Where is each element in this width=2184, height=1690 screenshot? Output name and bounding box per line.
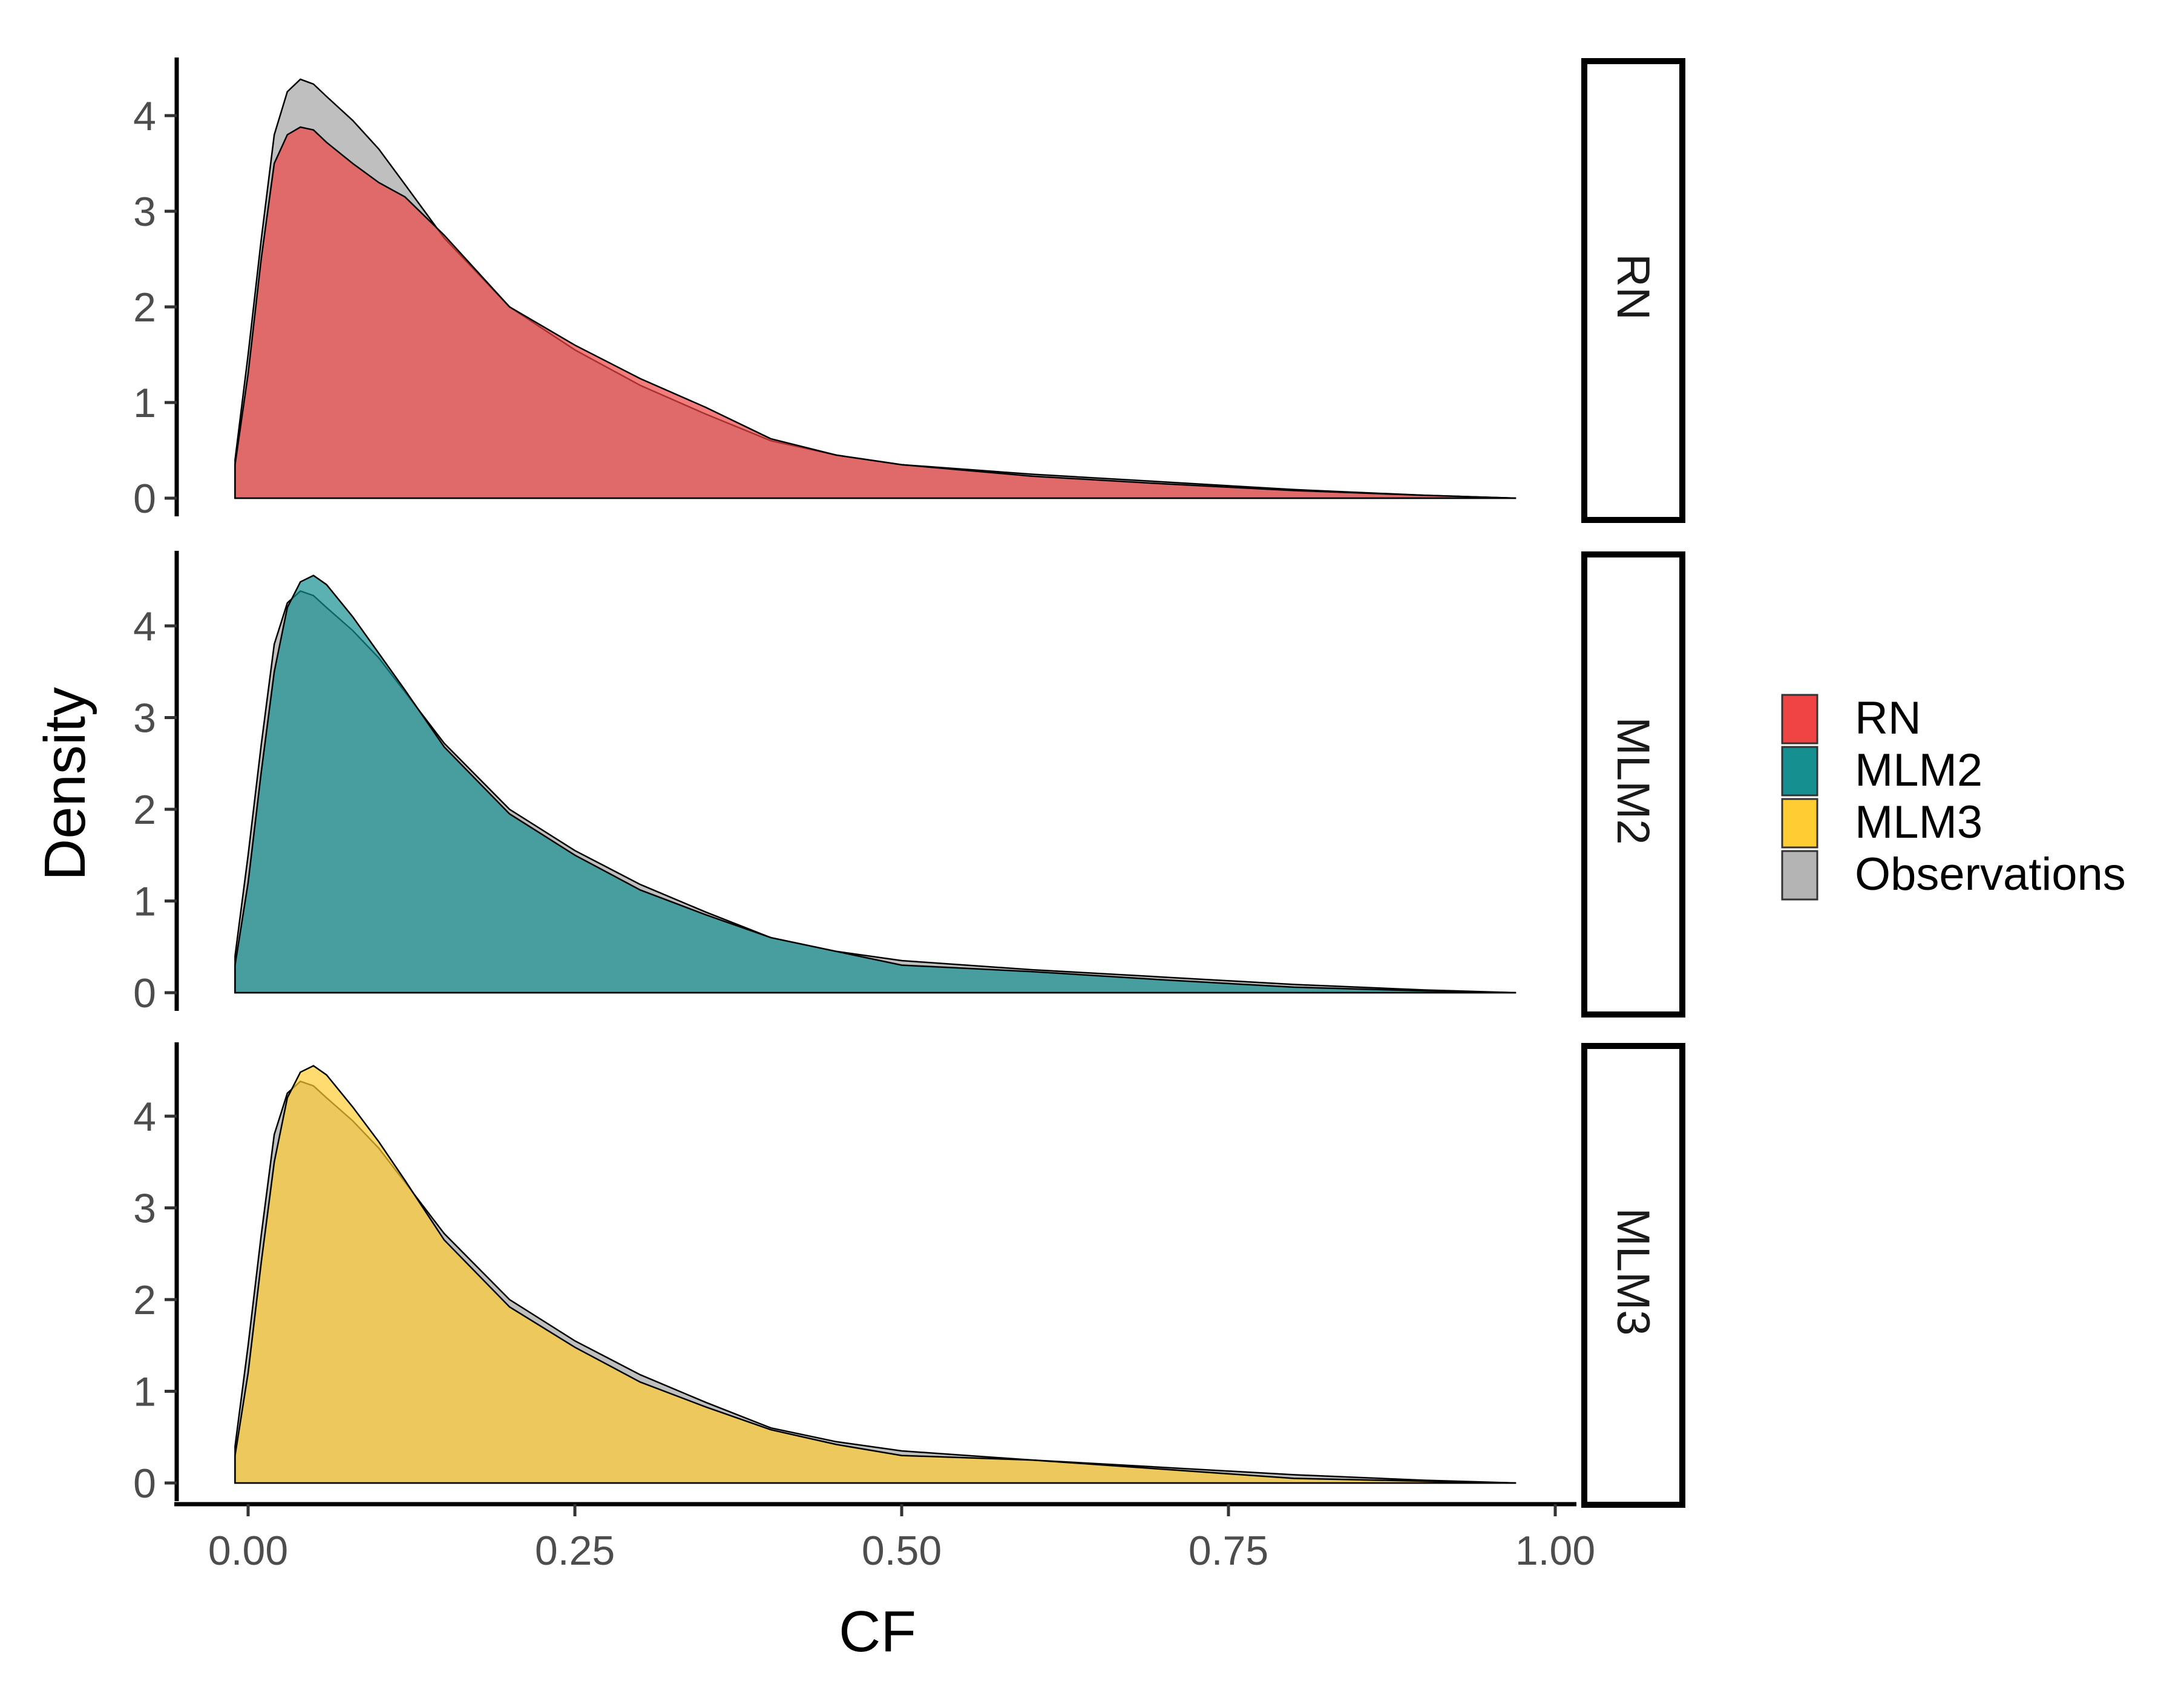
y-tick-label: 1: [133, 380, 156, 426]
y-tick-label: 1: [133, 1369, 156, 1415]
legend-swatch-mlm3: [1781, 798, 1818, 849]
y-tick-label: 4: [133, 1094, 156, 1140]
facet-strip-label: RN: [1607, 254, 1659, 320]
facet-panel-mlm3: 0 1 2 3 4 MLM3: [133, 1042, 1685, 1508]
density-areas: [234, 78, 1517, 499]
facet-panel-mlm2: 0 1 2 3 4 MLM2: [133, 551, 1685, 1018]
y-tick-label: 0: [133, 970, 156, 1016]
legend-label-mlm2: MLM2: [1855, 745, 1982, 796]
legend-label-observations: Observations: [1855, 849, 2126, 900]
x-tick-label: 1.00: [1515, 1528, 1595, 1574]
x-axis: 0.00 0.25 0.50 0.75 1.00: [174, 1502, 1595, 1574]
y-tick-label: 2: [133, 787, 156, 833]
density-areas: [234, 574, 1517, 994]
facet-strip-label: MLM3: [1607, 1208, 1659, 1335]
y-tick-label: 0: [133, 1461, 156, 1507]
y-tick-label: 0: [133, 476, 156, 522]
x-tick-label: 0.75: [1189, 1528, 1268, 1574]
legend-swatch-mlm2: [1781, 746, 1818, 797]
y-tick-label: 2: [133, 284, 156, 330]
density-areas: [234, 1065, 1517, 1484]
facet-strip-label: MLM2: [1607, 717, 1659, 844]
facet-strip-box: [1581, 551, 1685, 1018]
facet-strip-box: [1581, 1043, 1685, 1508]
rn-density-area: [234, 126, 1517, 499]
y-tick-label: 3: [133, 695, 156, 741]
y-tick-label: 3: [133, 189, 156, 235]
x-tick-label: 0.00: [208, 1528, 288, 1574]
x-tick-label: 0.50: [862, 1528, 942, 1574]
x-tick-label: 0.25: [535, 1528, 615, 1574]
y-tick-label: 4: [133, 603, 156, 649]
legend-label-mlm3: MLM3: [1855, 797, 1982, 848]
y-tick-label: 1: [133, 879, 156, 925]
y-axis-title: Density: [33, 687, 97, 881]
y-tick-label: 2: [133, 1277, 156, 1323]
x-axis-title: CF: [839, 1599, 916, 1664]
legend-swatch-observations: [1781, 850, 1818, 901]
legend-label-rn: RN: [1855, 692, 1921, 744]
y-tick-label: 4: [133, 93, 156, 139]
facet-panels: 0 1 2 3 4 RN 0 1 2 3 4 MLM2 0 1 2 3 4 MLM3: [133, 58, 1685, 1508]
y-tick-label: 3: [133, 1186, 156, 1232]
mlm2-density-area: [234, 574, 1517, 994]
mlm3-density-area: [234, 1065, 1517, 1484]
facet-strip-box: [1581, 58, 1685, 523]
legend-swatch-rn: [1781, 694, 1818, 745]
facet-panel-rn: 0 1 2 3 4 RN: [133, 58, 1685, 523]
